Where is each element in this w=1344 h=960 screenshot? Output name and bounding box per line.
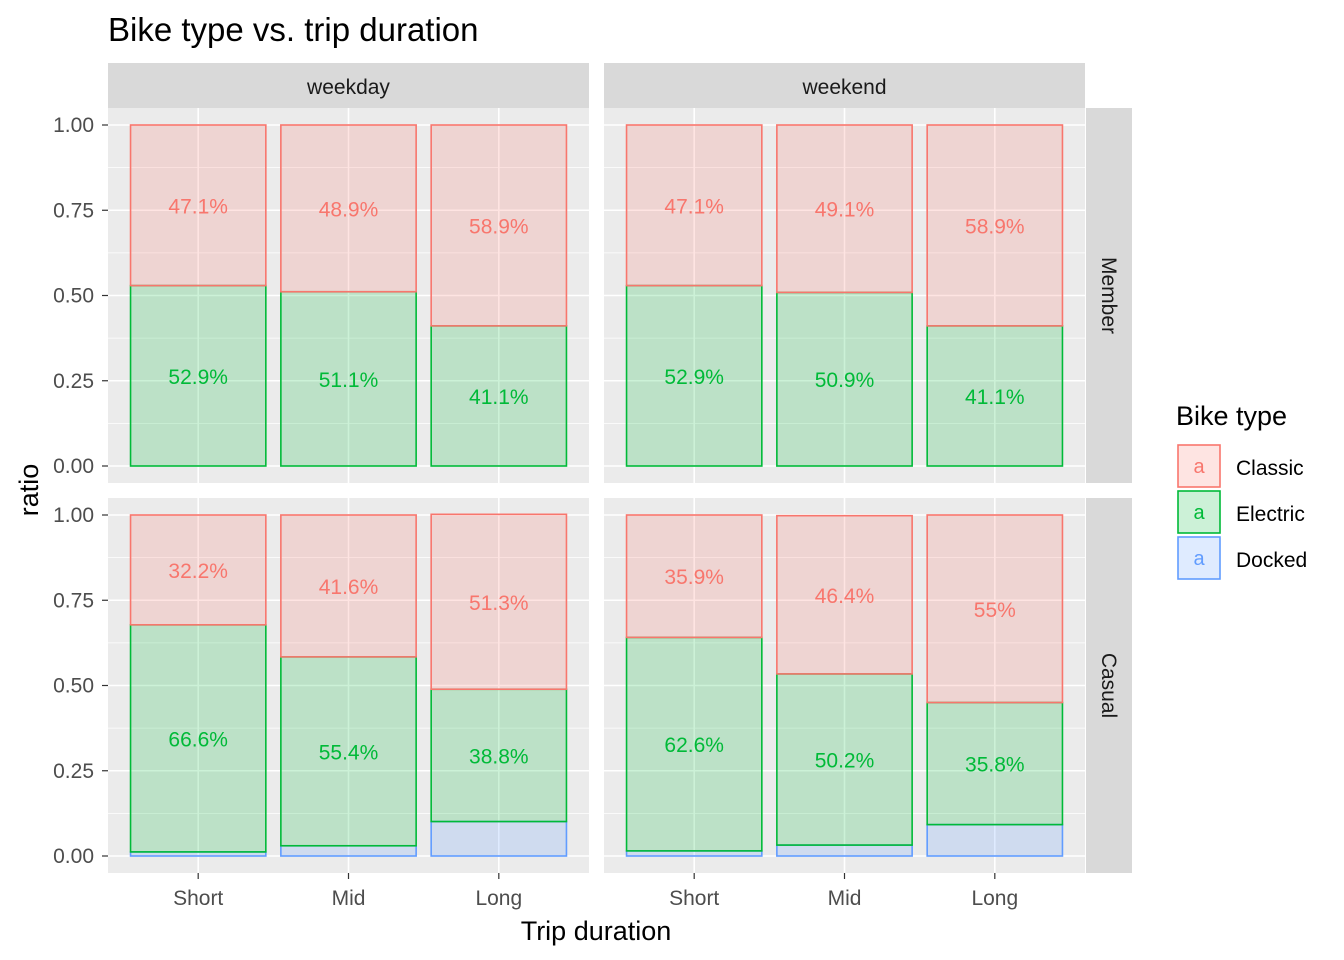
bar-classic-short xyxy=(625,124,763,287)
legend-key-classic xyxy=(1177,444,1221,488)
data-label-classic: 35.9% xyxy=(664,566,724,589)
bar-electric-mid xyxy=(280,290,417,467)
bar-classic-long xyxy=(926,124,1064,327)
chart-title: Bike type vs. trip duration xyxy=(108,11,479,48)
y-tick-label: 0.00 xyxy=(53,455,94,478)
legend-key-letter: a xyxy=(1193,456,1205,478)
data-label-electric: 50.2% xyxy=(815,749,875,772)
panel-weekend-member: 52.9% 47.1% 50.9% 49.1% 41.1% 58.9% xyxy=(604,108,1085,483)
data-label-electric: 35.8% xyxy=(965,754,1025,777)
data-label-electric: 38.8% xyxy=(469,745,529,768)
y-tick-label: 0.75 xyxy=(53,589,94,612)
data-label-classic: 48.9% xyxy=(319,198,379,221)
facet-strip-casual xyxy=(1086,498,1132,873)
bar-classic-long xyxy=(926,514,1064,704)
bar-electric-mid xyxy=(776,673,913,846)
data-label-classic: 47.1% xyxy=(168,195,228,218)
legend-label-electric: Electric xyxy=(1236,503,1305,526)
x-tick-label: Long xyxy=(971,887,1018,910)
legend-label-classic: Classic xyxy=(1236,457,1304,480)
data-label-classic: 41.6% xyxy=(319,576,379,599)
bar-electric-long xyxy=(926,701,1064,826)
data-label-classic: 46.4% xyxy=(815,585,875,608)
data-label-electric: 66.6% xyxy=(168,728,228,751)
bar-docked-mid xyxy=(776,844,913,857)
legend-key-electric xyxy=(1177,490,1221,534)
facet-strip-label-weekday: weekday xyxy=(306,76,390,99)
bar-docked-long xyxy=(430,820,568,857)
y-tick-label: 0.25 xyxy=(53,370,94,393)
legend-key-letter: a xyxy=(1193,502,1205,524)
y-tick-label: 1.00 xyxy=(53,504,94,527)
data-label-classic: 55% xyxy=(974,599,1016,622)
y-tick-label: 1.00 xyxy=(53,114,94,137)
bar-electric-long xyxy=(430,325,568,467)
data-label-classic: 58.9% xyxy=(965,215,1025,238)
y-tick-label: 0.50 xyxy=(53,285,94,308)
x-tick-label: Mid xyxy=(828,887,862,910)
x-tick-label: Short xyxy=(669,887,719,910)
data-label-electric: 50.9% xyxy=(815,369,875,392)
x-tick-label: Long xyxy=(475,887,522,910)
data-label-electric: 52.9% xyxy=(664,366,724,389)
legend-label-docked: Docked xyxy=(1236,549,1307,572)
data-label-classic: 47.1% xyxy=(664,195,724,218)
data-label-electric: 55.4% xyxy=(319,741,379,764)
bar-classic-short xyxy=(625,514,763,639)
data-label-classic: 49.1% xyxy=(815,199,875,222)
bar-classic-long xyxy=(430,513,568,691)
data-label-classic: 32.2% xyxy=(168,560,228,583)
data-label-electric: 51.1% xyxy=(319,369,379,392)
facet-strip-member xyxy=(1086,108,1132,483)
bar-classic-short xyxy=(129,514,267,626)
bar-electric-mid xyxy=(776,291,913,467)
bar-electric-short xyxy=(129,624,267,853)
facet-strip-weekend xyxy=(604,63,1085,108)
bar-classic-short xyxy=(129,124,267,287)
bar-classic-mid xyxy=(776,514,913,675)
legend-key-letter: a xyxy=(1193,548,1205,570)
y-axis-title: ratio xyxy=(14,464,44,517)
x-tick-label: Mid xyxy=(332,887,366,910)
bar-classic-long xyxy=(430,124,568,327)
facet-strip-label-weekend: weekend xyxy=(801,76,886,99)
facet-strip-weekday xyxy=(108,63,589,108)
facet-strip-label-member: Member xyxy=(1097,257,1120,334)
bar-electric-short xyxy=(625,636,763,852)
legend-key-docked xyxy=(1177,536,1221,580)
legend: Bike type a Classic a Electric a Docked xyxy=(1176,401,1307,580)
bar-docked-long xyxy=(926,823,1064,857)
data-label-electric: 52.9% xyxy=(168,366,228,389)
y-tick-label: 0.25 xyxy=(53,760,94,783)
data-label-classic: 58.9% xyxy=(469,215,529,238)
data-label-classic: 51.3% xyxy=(469,592,529,615)
data-label-electric: 41.1% xyxy=(965,386,1025,409)
y-tick-label: 0.00 xyxy=(53,845,94,868)
bar-electric-mid xyxy=(280,656,417,847)
panel-weekend-casual: 62.6% 35.9% 50.2% 46.4% 35.8% 55% xyxy=(604,498,1085,873)
bar-docked-mid xyxy=(280,844,417,857)
bar-electric-long xyxy=(926,325,1064,467)
x-tick-label: Short xyxy=(173,887,223,910)
facet-strip-label-casual: Casual xyxy=(1097,653,1120,718)
panel-weekday-member: 52.9% 47.1% 51.1% 48.9% 41.1% 58.9% xyxy=(108,108,589,483)
panel-weekday-casual: 66.6% 32.2% 55.4% 41.6% 38.8% 51.3% xyxy=(108,498,589,873)
bar-classic-mid xyxy=(280,124,417,293)
data-label-electric: 62.6% xyxy=(664,734,724,757)
y-tick-label: 0.75 xyxy=(53,199,94,222)
y-tick-label: 0.50 xyxy=(53,675,94,698)
bar-electric-short xyxy=(625,284,763,467)
legend-title: Bike type xyxy=(1176,401,1287,431)
bar-classic-mid xyxy=(776,124,913,294)
x-axis-title: Trip duration xyxy=(521,916,672,946)
bar-classic-mid xyxy=(280,514,417,658)
data-label-electric: 41.1% xyxy=(469,386,529,409)
